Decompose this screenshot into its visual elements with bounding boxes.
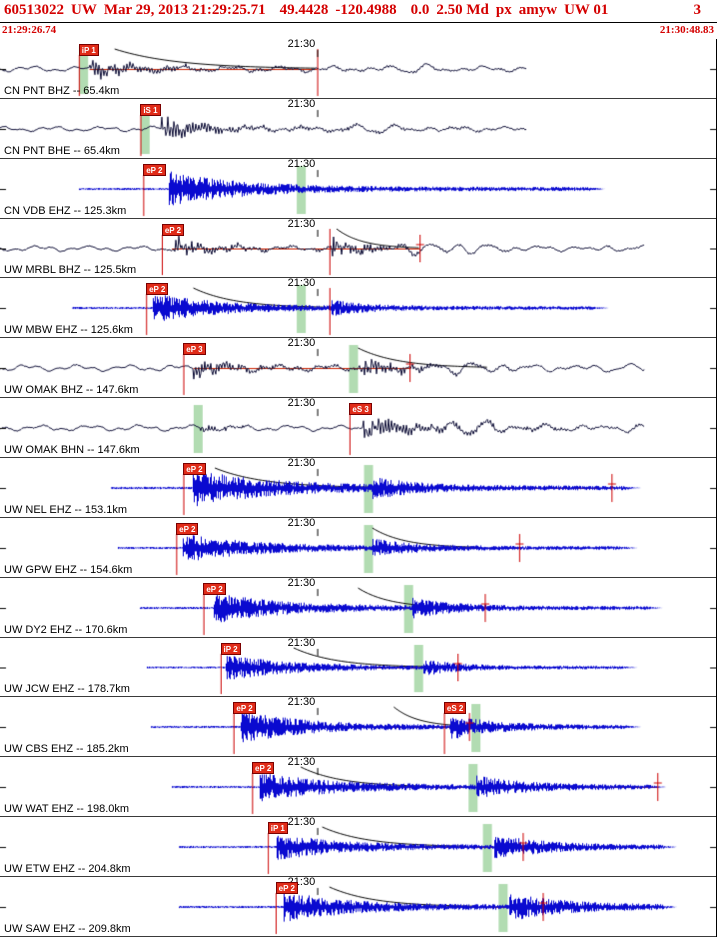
waveform-canvas[interactable] bbox=[0, 98, 716, 158]
latitude: 49.4428 bbox=[279, 2, 329, 18]
time-tick-label: 21:30 bbox=[287, 457, 316, 470]
station-label: UW GPW EHZ -- 154.6km bbox=[4, 563, 133, 576]
time-tick-label: 21:30 bbox=[287, 97, 316, 110]
time-tick-label: 21:30 bbox=[287, 337, 316, 350]
status-flag: px bbox=[495, 2, 512, 18]
time-tick-label: 21:30 bbox=[287, 516, 316, 529]
time-tick-label: 21:30 bbox=[287, 217, 316, 230]
time-tick-label: 21:30 bbox=[287, 756, 316, 769]
waveform-canvas[interactable] bbox=[0, 158, 716, 218]
pick-flag[interactable]: iP 2 bbox=[220, 642, 241, 655]
pick-flag[interactable]: eP 2 bbox=[203, 582, 226, 595]
trace-list: 21:30 CN PNT BHZ -- 65.4km iP 1 21:30 CN… bbox=[0, 39, 717, 937]
trace-row[interactable]: 21:30 UW MBW EHZ -- 125.6km eP 2 bbox=[0, 277, 716, 339]
waveform-canvas[interactable] bbox=[0, 697, 716, 757]
time-tick-label: 21:30 bbox=[287, 397, 316, 410]
waveform-canvas[interactable] bbox=[0, 39, 716, 98]
trace-row[interactable]: 21:30 CN VDB EHZ -- 125.3km eP 2 bbox=[0, 157, 716, 219]
waveform-canvas[interactable] bbox=[0, 757, 716, 817]
trace-row[interactable]: 21:30 UW WAT EHZ -- 198.0km eP 2 bbox=[0, 756, 716, 818]
trace-row[interactable]: 21:30 UW NEL EHZ -- 153.1km eP 2 bbox=[0, 458, 716, 518]
station-label: UW SAW EHZ -- 209.8km bbox=[4, 922, 131, 935]
pick-flag[interactable]: eP 2 bbox=[233, 702, 256, 715]
trace-row[interactable]: 21:30 UW DY2 EHZ -- 170.6km eP 2 bbox=[0, 576, 716, 638]
time-tick-label: 21:30 bbox=[287, 876, 316, 889]
station-label: UW MBW EHZ -- 125.6km bbox=[4, 324, 133, 337]
time-tick-label: 21:30 bbox=[287, 38, 316, 50]
station-label: UW DY2 EHZ -- 170.6km bbox=[4, 623, 128, 636]
station-label: UW ETW EHZ -- 204.8km bbox=[4, 863, 131, 876]
event-id: 60513022 bbox=[4, 2, 64, 18]
station-label: UW WAT EHZ -- 198.0km bbox=[4, 803, 130, 816]
time-tick-label: 21:30 bbox=[287, 157, 316, 170]
waveform-canvas[interactable] bbox=[0, 817, 716, 877]
trace-row[interactable]: 21:30 UW OMAK BHN -- 147.6km eS 3 bbox=[0, 397, 716, 459]
trace-row[interactable]: 21:30 UW MRBL BHZ -- 125.5km eP 2 bbox=[0, 217, 716, 279]
network-code: UW bbox=[71, 2, 97, 18]
window-end-time: 21:30:48.83 bbox=[659, 24, 714, 36]
station-label: UW CBS EHZ -- 185.2km bbox=[4, 743, 129, 756]
time-window-line: 21:29:26.74 21:30:48.83 bbox=[0, 23, 717, 39]
trace-row[interactable]: 21:30 UW GPW EHZ -- 154.6km eP 2 bbox=[0, 516, 716, 578]
trace-row[interactable]: 21:30 UW CBS EHZ -- 185.2km eP 2 eS 2 bbox=[0, 696, 716, 758]
pick-flag[interactable]: iP 1 bbox=[78, 44, 99, 56]
time-tick-label: 21:30 bbox=[287, 816, 316, 829]
pick-flag[interactable]: iP 1 bbox=[267, 822, 288, 835]
waveform-canvas[interactable] bbox=[0, 517, 716, 577]
station-label: CN PNT BHZ -- 65.4km bbox=[4, 84, 120, 97]
trace-row[interactable]: 21:30 UW ETW EHZ -- 204.8km iP 1 bbox=[0, 816, 716, 878]
pick-flag[interactable]: eP 2 bbox=[143, 163, 166, 176]
pick-flag[interactable]: eP 2 bbox=[146, 283, 169, 296]
trace-row[interactable]: 21:30 UW JCW EHZ -- 178.7km iP 2 bbox=[0, 636, 716, 698]
time-tick-label: 21:30 bbox=[287, 576, 316, 589]
magnitude: 2.50 Md bbox=[436, 2, 489, 18]
time-tick-label: 21:30 bbox=[287, 277, 316, 290]
longitude: -120.4988 bbox=[335, 2, 397, 18]
waveform-canvas[interactable] bbox=[0, 278, 716, 338]
station-label: UW NEL EHZ -- 153.1km bbox=[4, 503, 128, 516]
station-label: UW OMAK BHZ -- 147.6km bbox=[4, 384, 139, 397]
pick-flag[interactable]: eS 3 bbox=[349, 403, 372, 416]
station-label: CN PNT BHE -- 65.4km bbox=[4, 144, 120, 157]
pick-flag[interactable]: eS 2 bbox=[443, 702, 467, 715]
time-tick-label: 21:30 bbox=[287, 696, 316, 709]
waveform-canvas[interactable] bbox=[0, 218, 716, 278]
pick-flag[interactable]: eP 2 bbox=[176, 522, 199, 535]
event-header: 60513022 UW Mar 29, 2013 21:29:25.71 49.… bbox=[0, 0, 717, 39]
trace-row[interactable]: 21:30 UW OMAK BHZ -- 147.6km eP 3 bbox=[0, 337, 716, 399]
station-label: CN VDB EHZ -- 125.3km bbox=[4, 204, 127, 217]
trace-row[interactable]: 21:30 CN PNT BHE -- 65.4km iS 1 bbox=[0, 97, 716, 159]
waveform-canvas[interactable] bbox=[0, 637, 716, 697]
source-code: UW 01 bbox=[564, 2, 609, 18]
pick-flag[interactable]: eP 2 bbox=[183, 463, 206, 476]
waveform-canvas[interactable] bbox=[0, 458, 716, 517]
origin-time: Mar 29, 2013 21:29:25.71 bbox=[103, 2, 266, 18]
time-tick-label: 21:30 bbox=[287, 636, 316, 649]
pick-flag[interactable]: eP 2 bbox=[161, 223, 185, 236]
version-number: 3 bbox=[693, 2, 702, 18]
waveform-canvas[interactable] bbox=[0, 577, 716, 637]
station-label: UW MRBL BHZ -- 125.5km bbox=[4, 264, 137, 277]
pick-flag[interactable]: eP 2 bbox=[275, 882, 298, 895]
waveform-canvas[interactable] bbox=[0, 338, 716, 398]
trace-row[interactable]: 21:30 CN PNT BHZ -- 65.4km iP 1 bbox=[0, 39, 716, 99]
window-start-time: 21:29:26.74 bbox=[2, 24, 57, 36]
pick-flag[interactable]: eP 2 bbox=[252, 762, 275, 775]
pick-flag[interactable]: eP 3 bbox=[183, 343, 206, 356]
waveform-canvas[interactable] bbox=[0, 877, 716, 936]
analyst: amyw bbox=[518, 2, 558, 18]
pick-flag[interactable]: iS 1 bbox=[140, 103, 161, 116]
event-title-line: 60513022 UW Mar 29, 2013 21:29:25.71 49.… bbox=[0, 0, 717, 23]
trace-row[interactable]: 21:30 UW SAW EHZ -- 209.8km eP 2 bbox=[0, 877, 716, 937]
station-label: UW JCW EHZ -- 178.7km bbox=[4, 683, 130, 696]
station-label: UW OMAK BHN -- 147.6km bbox=[4, 444, 140, 457]
depth: 0.0 bbox=[410, 2, 430, 18]
